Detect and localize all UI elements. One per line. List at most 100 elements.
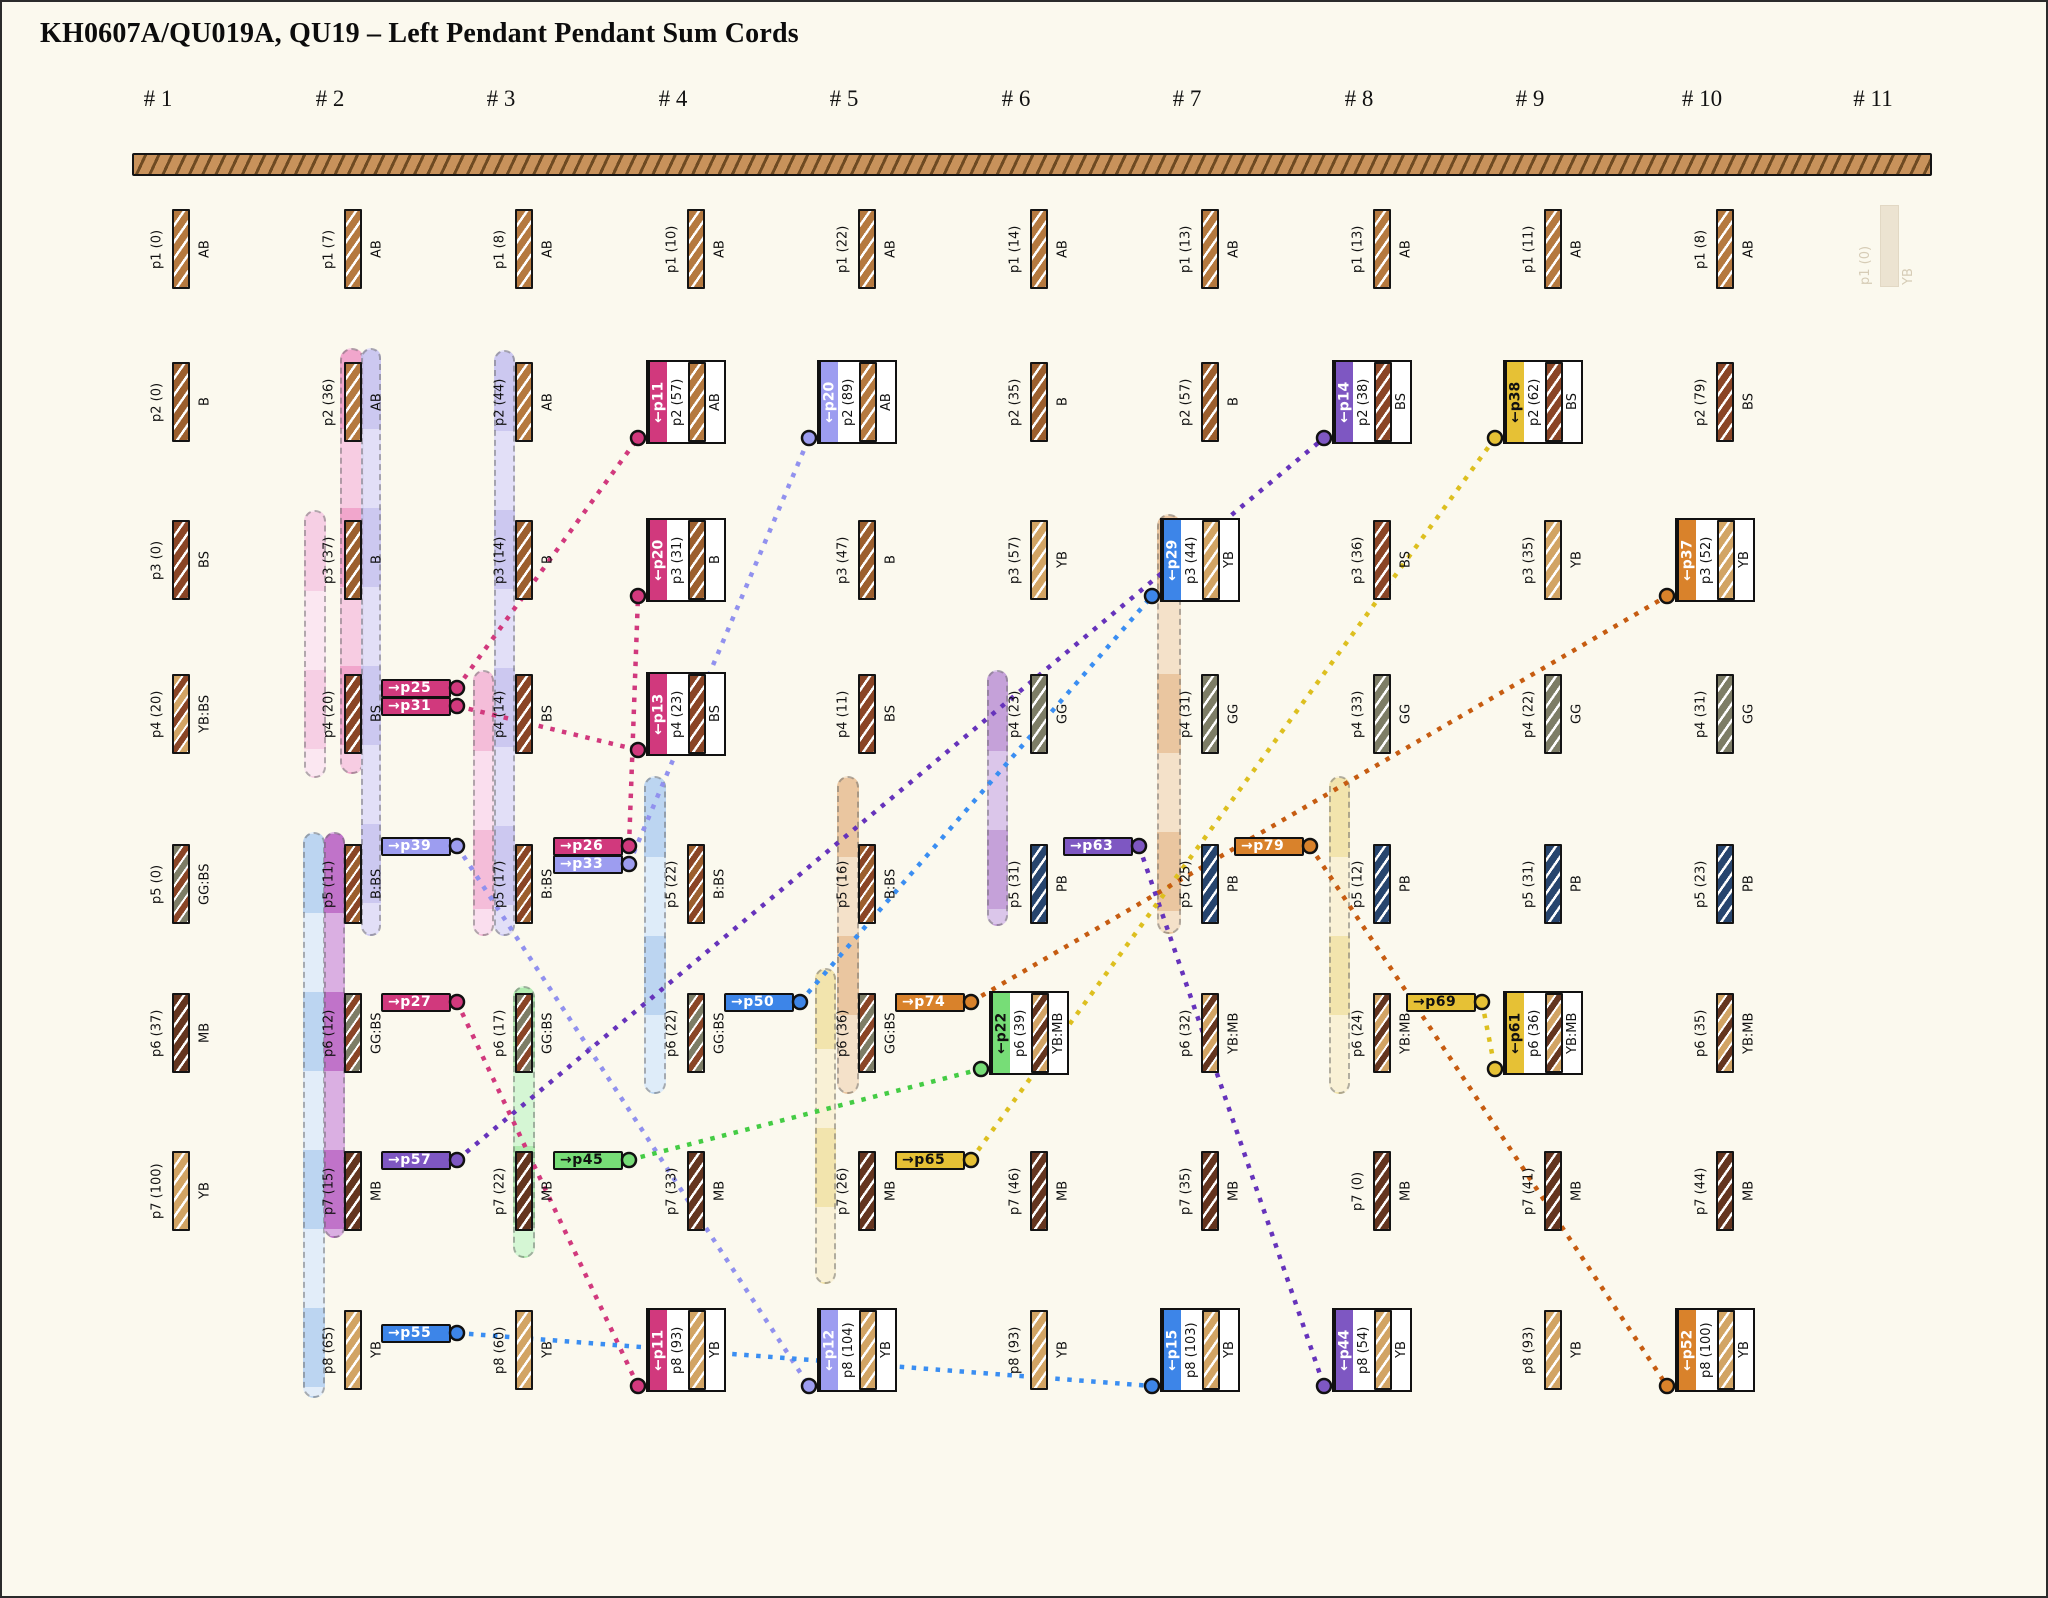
connection-dot xyxy=(1315,429,1333,447)
pendant-label: p1 (0) xyxy=(149,229,165,269)
pendant-color-code: B xyxy=(369,555,385,565)
pendant-label: p7 (15) xyxy=(321,1167,337,1215)
pendant-c8-r7: p7 (0) MB xyxy=(1346,1151,1420,1231)
pendant-label: p6 (24) xyxy=(1350,1009,1366,1057)
pendant-label: p5 (23) xyxy=(1693,860,1709,908)
pendant-bar xyxy=(687,1151,705,1231)
sum-label-p27: →p27 xyxy=(381,993,451,1012)
pendant-c1-r2: p2 (0) B xyxy=(145,362,219,442)
pendant-color-code: AB xyxy=(369,240,385,258)
pendant-bar xyxy=(1544,520,1562,600)
pendant-ghost-label: p1 (0) xyxy=(1858,245,1873,285)
pendant-label: p5 (25) xyxy=(1178,860,1194,908)
pendant-c5-r5: p5 (16) B:BS xyxy=(831,844,905,924)
sum-label-p61: ←p61 xyxy=(1505,993,1524,1073)
pendant-sum-box-c7-r8: ←p15 p8 (103) YB xyxy=(1160,1308,1240,1392)
pendant-bar xyxy=(1373,993,1391,1073)
pendant-bar xyxy=(172,1151,190,1231)
sum-label-p15: ←p15 xyxy=(1162,1310,1181,1390)
pendant-color-code: BS xyxy=(883,705,899,723)
pendant-color-code: MB xyxy=(1741,1180,1757,1202)
sum-label-p22: ←p22 xyxy=(991,993,1010,1073)
sum-label-p74: →p74 xyxy=(895,993,965,1012)
pendant-label: p6 (12) xyxy=(321,1009,337,1057)
pendant-bar xyxy=(1716,674,1734,754)
pendant-label: p7 (41) xyxy=(1521,1167,1537,1215)
pendant-c2-r2: p2 (36) AB xyxy=(317,362,391,442)
pendant-sum-box-c10-r3: ←p37 p3 (52) YB xyxy=(1675,518,1755,602)
pendant-bar xyxy=(1544,1151,1562,1231)
pendant-color-code: B:BS xyxy=(712,868,728,900)
pendant-color-code: B xyxy=(540,555,556,565)
pendant-label: p7 (44) xyxy=(1693,1167,1709,1215)
pendant-bar xyxy=(1716,362,1734,442)
pendant-label: p2 (35) xyxy=(1007,378,1023,426)
pendant-label: p3 (36) xyxy=(1350,536,1366,584)
pendant-bar xyxy=(1545,362,1563,442)
sum-line-p45 xyxy=(628,1066,982,1163)
pendant-label: p4 (11) xyxy=(835,690,851,738)
column-header-3: # 3 xyxy=(486,86,516,111)
pendant-label: p5 (31) xyxy=(1521,860,1537,908)
connection-dot xyxy=(448,1151,466,1169)
pendant-c9-r1: p1 (11) AB xyxy=(1517,209,1591,289)
pendant-bar xyxy=(1373,209,1391,289)
pendant-bar xyxy=(344,520,362,600)
pendant-c8-r1: p1 (13) AB xyxy=(1346,209,1420,289)
pendant-c2-r3: p3 (37) B xyxy=(317,520,391,600)
pendant-color-code: B xyxy=(1226,397,1242,407)
pendant-label: p8 (60) xyxy=(492,1326,508,1374)
pendant-bar xyxy=(858,209,876,289)
pendant-bar xyxy=(1030,1151,1048,1231)
pendant-bar xyxy=(515,1151,533,1231)
sum-label-p26: →p26 xyxy=(553,837,623,856)
pendant-bar xyxy=(687,844,705,924)
pendant-sum-box-c8-r2: ←p14 p2 (38) BS xyxy=(1332,360,1412,444)
pendant-color-code: MB xyxy=(1055,1180,1071,1202)
pendant-c4-r1: p1 (10) AB xyxy=(660,209,734,289)
pendant-label: p5 (0) xyxy=(149,864,165,904)
connection-dot xyxy=(620,855,638,873)
pendant-color-code: YB xyxy=(1737,551,1752,569)
pendant-color-code: YB xyxy=(540,1341,556,1359)
connection-dot xyxy=(972,1060,990,1078)
pendant-label: p6 (22) xyxy=(664,1009,680,1057)
pendant-color-code: PB xyxy=(1569,875,1585,893)
pendant-color-code: YB xyxy=(1569,551,1585,569)
pendant-label: p3 (52) xyxy=(1699,536,1714,584)
connection-dot xyxy=(800,1377,818,1395)
pendant-bar xyxy=(1716,1151,1734,1231)
column-header-11: # 11 xyxy=(1853,86,1893,111)
pendant-bar xyxy=(688,520,706,600)
pendant-c10-r6: p6 (35) YB:MB xyxy=(1689,993,1763,1073)
pendant-c4-r5: p5 (22) B:BS xyxy=(660,844,734,924)
pendant-color-code: YB xyxy=(1055,1341,1071,1359)
sum-label-p31: →p31 xyxy=(381,697,451,716)
pendant-bar xyxy=(1030,362,1048,442)
connection-dot xyxy=(629,1377,647,1395)
pendant-color-code: YB:BS xyxy=(197,694,213,734)
sum-label-p45: →p45 xyxy=(553,1151,623,1170)
pendant-label: p5 (22) xyxy=(664,860,680,908)
pendant-c1-r1: p1 (0) AB xyxy=(145,209,219,289)
connection-dot xyxy=(448,993,466,1011)
pendant-sum-box-c6-r6: ←p22 p6 (39) YB:MB xyxy=(989,991,1069,1075)
pendant-label: p1 (10) xyxy=(664,225,680,273)
connection-dot xyxy=(620,1151,638,1169)
diagram-title: KH0607A/QU019A, QU19 – Left Pendant Pend… xyxy=(40,18,799,49)
sum-line-p26 xyxy=(626,595,641,847)
pendant-color-code: YB xyxy=(1055,551,1071,569)
pendant-c10-r4: p4 (31) GG xyxy=(1689,674,1763,754)
column-header-10: # 10 xyxy=(1681,86,1723,111)
pendant-sum-box-c9-r2: ←p38 p2 (62) BS xyxy=(1503,360,1583,444)
pendant-c9-r4: p4 (22) GG xyxy=(1517,674,1591,754)
pendant-color-code: YB:MB xyxy=(1565,1012,1580,1054)
pendant-c4-r7: p7 (33) MB xyxy=(660,1151,734,1231)
pendant-sum-box-c7-r3: ←p29 p3 (44) YB xyxy=(1160,518,1240,602)
pendant-c6-r7: p7 (46) MB xyxy=(1003,1151,1077,1231)
pendant-bar xyxy=(515,520,533,600)
pendant-c9-r3: p3 (35) YB xyxy=(1517,520,1591,600)
pendant-label: p6 (17) xyxy=(492,1009,508,1057)
connection-dot xyxy=(629,429,647,447)
pendant-label: p5 (31) xyxy=(1007,860,1023,908)
